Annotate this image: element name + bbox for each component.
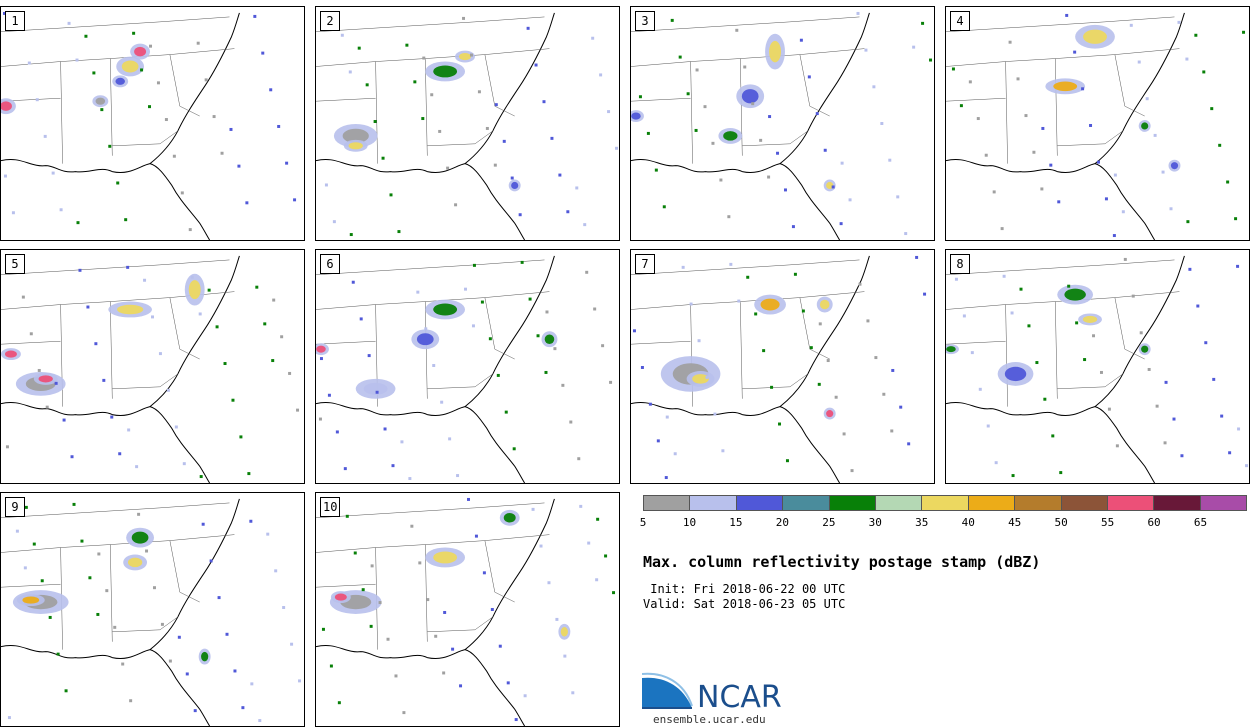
colorbar-swatch (968, 496, 1016, 510)
valid-time: Valid: Sat 2018-06-23 05 UTC (643, 597, 846, 611)
colorbar-tick-label: 55 (1100, 516, 1115, 529)
colorbar-swatch (1154, 496, 1201, 510)
colorbar-tick-label: 25 (822, 516, 836, 529)
colorbar-swatch (922, 496, 969, 510)
member-number: 7 (635, 254, 655, 274)
ncar-logo-icon (642, 672, 693, 709)
colorbar-tick-label: 30 (868, 516, 882, 529)
ensemble-member-panel: 6 (315, 249, 620, 484)
colorbar-ticks: 5 10 15 20 25 30 35 40 45 50 55 60 65 (639, 516, 1247, 530)
reflectivity-map (631, 255, 927, 483)
reflectivity-map (316, 497, 616, 726)
colorbar-swatch (875, 496, 923, 510)
colorbar-tick-label: 45 (1008, 516, 1022, 529)
member-number: 8 (950, 254, 970, 274)
init-time: Init: Fri 2018-06-22 00 UTC (643, 582, 846, 596)
ensemble-member-panel: 5 (0, 249, 305, 484)
member-number: 9 (5, 497, 25, 517)
colorbar-swatch (1061, 496, 1108, 510)
colorbar-swatch (1200, 496, 1247, 510)
ensemble-member-panel: 8 (945, 249, 1250, 484)
colorbar-tick-label: 35 (915, 516, 929, 529)
ensemble-member-panel: 10 (315, 492, 620, 727)
ensemble-member-panel: 2 (315, 6, 620, 241)
reflectivity-map (631, 11, 933, 240)
ncar-logo-text: NCAR (697, 680, 782, 715)
reflectivity-map (316, 12, 619, 240)
colorbar-tick-label: 5 (639, 516, 647, 529)
reflectivity-map (316, 255, 613, 483)
reflectivity-map (946, 255, 1249, 483)
ensemble-member-panel: 3 (630, 6, 935, 241)
member-number: 1 (5, 11, 25, 31)
ensemble-member-panel: 9 (0, 492, 305, 727)
colorbar-tick-label: 60 (1147, 516, 1161, 529)
colorbar-swatch (1107, 496, 1155, 510)
colorbar-tick-label: 40 (961, 516, 975, 529)
ensemble-url: ensemble.ucar.edu (653, 713, 766, 726)
colorbar-swatch (829, 496, 876, 510)
figure-title: Max. column reflectivity postage stamp (… (643, 553, 1041, 571)
colorbar-tick-label: 20 (775, 516, 789, 529)
colorbar-swatch (690, 496, 737, 510)
reflectivity-map (1, 11, 297, 240)
member-number: 5 (5, 254, 25, 274)
reflectivity-map (946, 12, 1246, 240)
ensemble-member-panel: 7 (630, 249, 935, 484)
member-number: 10 (320, 497, 341, 517)
ensemble-member-panel: 1 (0, 6, 305, 241)
colorbar-tick-label: 50 (1054, 516, 1068, 529)
member-number: 6 (320, 254, 340, 274)
ensemble-member-panel: 4 (945, 6, 1250, 241)
colorbar-swatch (783, 496, 830, 510)
colorbar-swatch (736, 496, 784, 510)
colorbar-tick-label: 65 (1193, 516, 1208, 529)
member-number: 4 (950, 11, 970, 31)
member-number: 2 (320, 11, 340, 31)
member-number: 3 (635, 11, 655, 31)
reflectivity-colorbar (643, 495, 1247, 511)
colorbar-tick-label: 15 (729, 516, 743, 529)
colorbar-swatch (644, 496, 691, 510)
colorbar-tick-label: 10 (682, 516, 697, 529)
colorbar-swatch (1015, 496, 1062, 510)
reflectivity-map (1, 498, 302, 726)
reflectivity-map (1, 255, 300, 483)
